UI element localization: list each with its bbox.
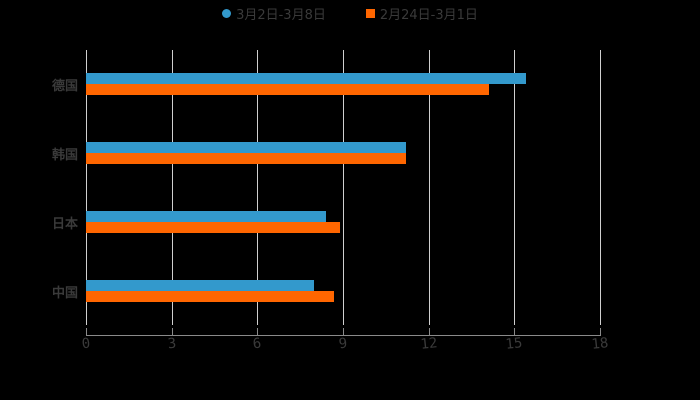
gridline: [86, 50, 87, 325]
bar[interactable]: [86, 222, 341, 233]
gridline: [343, 50, 344, 325]
bar[interactable]: [86, 153, 406, 164]
legend-label: 3月2日-3月8日: [236, 7, 326, 23]
x-tick-label: 15: [504, 335, 524, 353]
category-label: 韩国: [51, 148, 78, 163]
x-tick-label: 12: [419, 335, 439, 353]
gridline: [172, 50, 173, 325]
square-icon: [365, 8, 375, 18]
x-tick-label: 3: [166, 335, 178, 353]
gridline: [600, 50, 601, 325]
bar[interactable]: [86, 211, 326, 222]
legend: 3月2日-3月8日 2月24日-3月1日: [0, 4, 700, 23]
bar[interactable]: [86, 73, 526, 84]
gridline: [429, 50, 430, 325]
x-tick-label: 6: [251, 335, 263, 353]
x-tick-label: 9: [337, 335, 349, 353]
axis-tick: [257, 328, 258, 335]
axis-tick: [514, 328, 515, 335]
bar[interactable]: [86, 142, 406, 153]
category-label: 德国: [51, 79, 78, 94]
bar[interactable]: [86, 291, 335, 302]
x-tick-label: 18: [590, 335, 610, 353]
axis-tick: [172, 328, 173, 335]
axis-tick: [86, 328, 87, 335]
bar[interactable]: [86, 280, 315, 291]
legend-item-series2[interactable]: 2月24日-3月1日: [365, 4, 478, 23]
bar[interactable]: [86, 84, 489, 95]
axis-tick: [343, 328, 344, 335]
axis-tick: [600, 328, 601, 335]
gridline: [257, 50, 258, 325]
legend-label: 2月24日-3月1日: [379, 7, 478, 23]
category-label: 中国: [51, 286, 78, 301]
gridline: [514, 50, 515, 325]
x-axis: [86, 335, 601, 336]
circle-icon: [222, 8, 232, 18]
legend-item-series1[interactable]: 3月2日-3月8日: [222, 4, 326, 23]
category-label: 日本: [51, 217, 78, 232]
axis-tick: [429, 328, 430, 335]
x-tick-label: 0: [80, 335, 92, 353]
